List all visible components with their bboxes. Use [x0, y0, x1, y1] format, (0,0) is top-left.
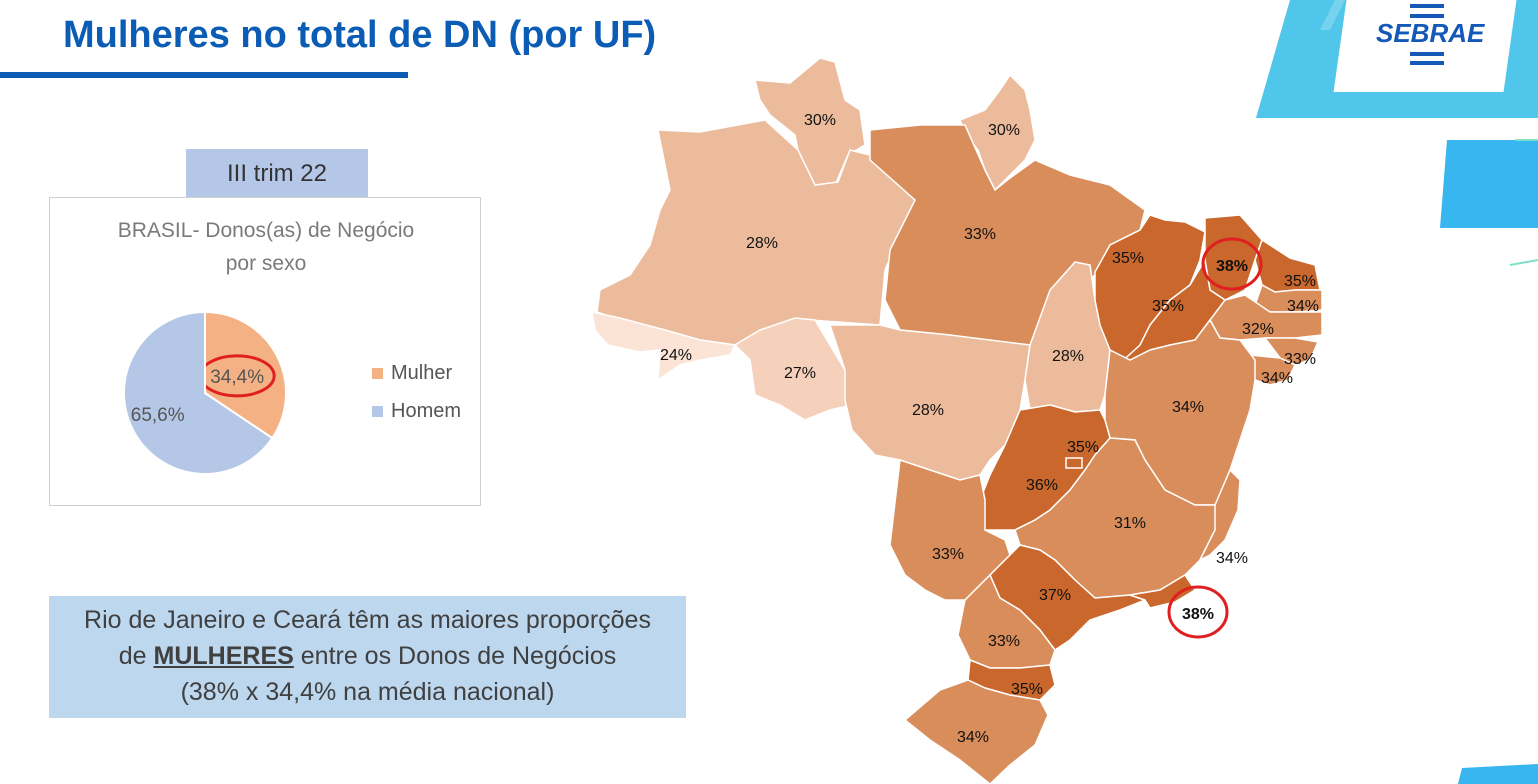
- legend-label-mulher: Mulher: [391, 362, 453, 384]
- map-label-am: 28%: [746, 235, 778, 252]
- map-label-rs: 34%: [957, 729, 989, 746]
- pie-title-line-2: por sexo: [225, 252, 307, 275]
- map-state-ac: [591, 311, 737, 382]
- page-title: Mulheres no total de DN (por UF): [63, 14, 657, 56]
- map-label-ce: 38%: [1216, 258, 1248, 275]
- sebrae-logo: SEBRAE: [1376, 18, 1485, 48]
- map-state-to: [1024, 261, 1111, 413]
- legend-label-homem: Homem: [391, 400, 462, 422]
- pie-label-mulher: 34,4%: [210, 367, 264, 388]
- map-label-pb: 34%: [1287, 298, 1319, 315]
- map-label-pa: 33%: [964, 226, 996, 243]
- map-label-ma: 35%: [1112, 250, 1144, 267]
- map-label-pr: 33%: [988, 633, 1020, 650]
- map-state-rs: [903, 679, 1049, 784]
- map-state-pr: [957, 573, 1056, 669]
- map-label-mg: 31%: [1114, 515, 1146, 532]
- pie-chart-panel: BRASIL- Donos(as) de Negócio por sexo 34…: [49, 197, 481, 506]
- map-label-rn: 35%: [1284, 273, 1316, 290]
- map-state-rj: [1129, 573, 1197, 609]
- map-state-es: [1198, 468, 1241, 562]
- map-state-ap: [958, 73, 1036, 192]
- map-state-mt: [828, 324, 1031, 481]
- map-label-es: 34%: [1216, 550, 1248, 567]
- map-label-mt: 28%: [912, 402, 944, 419]
- map-label-pe: 32%: [1242, 321, 1274, 338]
- map-label-se: 34%: [1261, 370, 1293, 387]
- note-line-3: (38% x 34,4% na média nacional): [180, 678, 555, 706]
- map-label-rj: 38%: [1182, 606, 1214, 623]
- title-underline: [0, 72, 408, 78]
- highlight-circle-ce: [1201, 237, 1263, 291]
- map-label-to: 28%: [1052, 348, 1084, 365]
- map-label-ro: 27%: [784, 365, 816, 382]
- map-label-sp: 37%: [1039, 587, 1071, 604]
- insight-note: Rio de Janeiro e Ceará têm as maiores pr…: [49, 596, 686, 718]
- period-label: III trim 22: [186, 149, 368, 199]
- map-label-rr: 30%: [804, 112, 836, 129]
- map-state-am: [596, 119, 916, 346]
- note-keyword: MULHERES: [153, 642, 294, 670]
- pie-slice-homem: [123, 310, 274, 475]
- map-label-al: 33%: [1284, 351, 1316, 368]
- note-line-2-post: entre os Donos de Negócios: [293, 642, 617, 670]
- legend-swatch-homem: [372, 406, 383, 417]
- map-label-sc: 35%: [1011, 681, 1043, 698]
- note-line-2-pre: de: [118, 642, 154, 670]
- pie-chart-title: BRASIL- Donos(as) de Negócio por sexo: [50, 214, 482, 280]
- map-label-ms: 33%: [932, 546, 964, 563]
- legend-swatch-mulher: [372, 368, 383, 379]
- pie-label-homem: 65,6%: [131, 405, 185, 426]
- legend-item-mulher: Mulher: [372, 362, 452, 385]
- pie-chart: 34,4% 65,6%: [123, 310, 287, 475]
- legend-item-homem: Homem: [372, 400, 461, 423]
- pie-slice-mulher: [204, 310, 287, 440]
- map-label-ac: 24%: [660, 347, 692, 364]
- pie-title-line-1: BRASIL- Donos(as) de Negócio: [117, 219, 415, 242]
- map-label-go: 36%: [1026, 477, 1058, 494]
- map-label-pi: 35%: [1152, 298, 1184, 315]
- sebrae-logo-icon: [1410, 4, 1450, 66]
- highlight-circle-rj: [1167, 585, 1229, 639]
- map-state-df: [1065, 457, 1083, 469]
- map-label-ba: 34%: [1172, 399, 1204, 416]
- map-label-df: 35%: [1067, 439, 1099, 456]
- note-line-2: de MULHERES entre os Donos de Negócios: [49, 638, 686, 674]
- map-label-ap: 30%: [988, 122, 1020, 139]
- note-line-1: Rio de Janeiro e Ceará têm as maiores pr…: [84, 606, 651, 634]
